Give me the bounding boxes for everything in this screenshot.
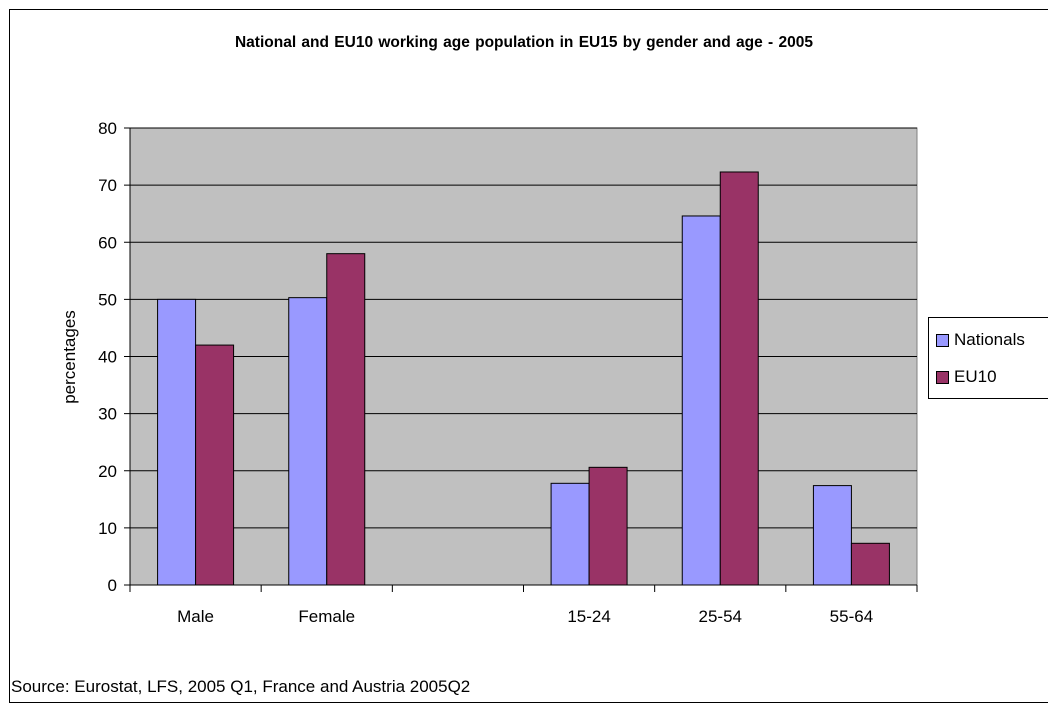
y-tick-labels: 0 10 20 30 40 50 60 70 80	[98, 119, 117, 595]
bar-nationals-15-24	[550, 482, 590, 586]
x-tick-label: 55-64	[830, 607, 873, 626]
x-tick-label: 25-54	[699, 607, 742, 626]
chart-title: National and EU10 working age population…	[234, 34, 813, 51]
bar-eu10-25-54	[719, 171, 759, 586]
legend-item-nationals: Nationals	[936, 330, 1025, 350]
x-tick-labels: Male Female 15-24 25-54 55-64	[177, 607, 873, 626]
legend-label-eu10: EU10	[954, 367, 997, 386]
legend-swatch-nationals	[936, 333, 949, 347]
bar-nationals-25-54	[681, 215, 721, 586]
chart-frame	[9, 9, 1048, 703]
source-note: Source: Eurostat, LFS, 2005 Q1, France a…	[11, 677, 471, 696]
y-tick-label: 70	[98, 176, 117, 195]
bar-eu10-15-24	[588, 466, 628, 586]
bars	[157, 171, 890, 586]
bar-nationals-55-64	[812, 485, 852, 586]
y-axis-label: percentages	[60, 310, 79, 404]
y-tick-label: 50	[98, 290, 117, 309]
y-tick-label: 60	[98, 233, 117, 252]
x-tick-label: 15-24	[567, 607, 610, 626]
x-tick-label: Male	[177, 607, 214, 626]
axes	[124, 127, 918, 592]
bar-eu10-Male	[195, 344, 235, 586]
gridlines	[130, 127, 917, 529]
bar-nationals-Female	[288, 297, 328, 586]
legend-label-nationals: Nationals	[954, 330, 1025, 349]
x-tick-label: Female	[298, 607, 355, 626]
legend-swatch-eu10	[936, 370, 949, 384]
bar-nationals-Male	[157, 298, 197, 586]
y-tick-label: 10	[98, 519, 117, 538]
y-tick-label: 40	[98, 348, 117, 367]
y-tick-label: 80	[98, 119, 117, 138]
bar-eu10-55-64	[850, 542, 890, 586]
legend-item-eu10: EU10	[936, 367, 997, 387]
y-tick-label: 0	[108, 576, 117, 595]
y-tick-label: 30	[98, 405, 117, 424]
legend: Nationals EU10	[928, 317, 1048, 399]
y-tick-label: 20	[98, 462, 117, 481]
bar-eu10-Female	[326, 253, 366, 586]
